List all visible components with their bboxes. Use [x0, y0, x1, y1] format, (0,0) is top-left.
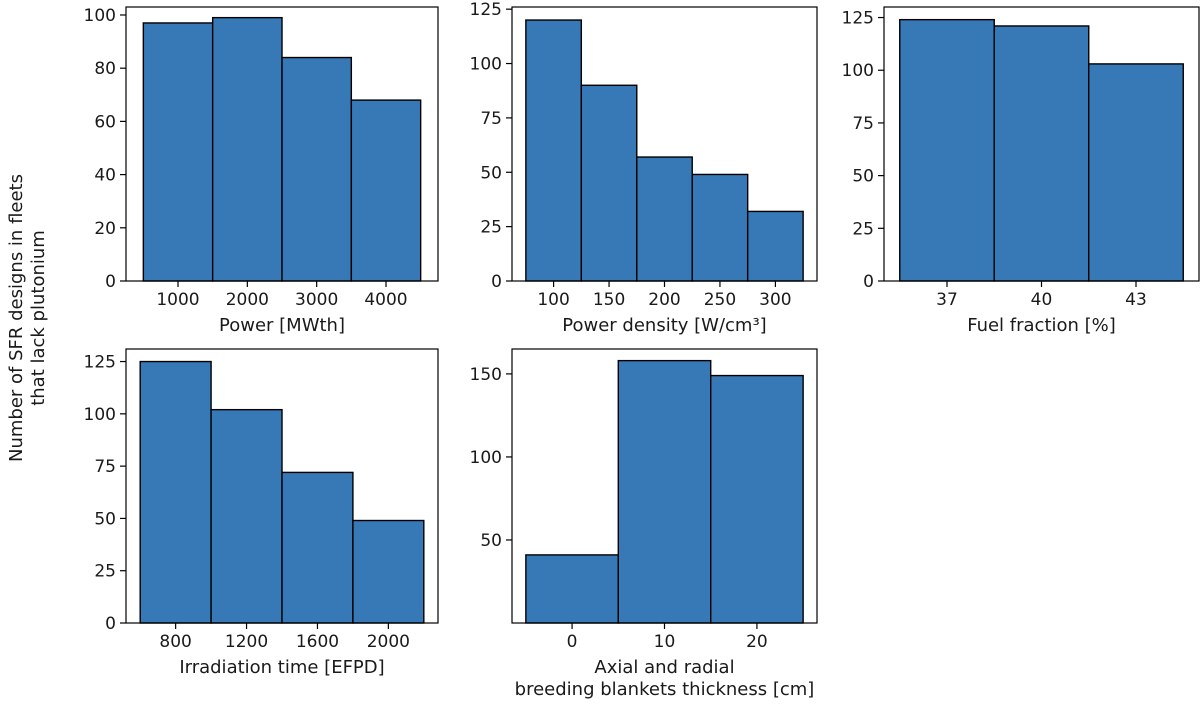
- bar-power-density-250: [691, 173, 749, 282]
- y-tick-label-power-density-3: 75: [480, 109, 502, 129]
- y-tick-label-irradiation-time-3: 75: [94, 457, 116, 477]
- x-tick-label-power-density-1: 150: [593, 290, 625, 310]
- x-tick-label-power-density-4: 300: [759, 290, 791, 310]
- y-tick-label-fuel-fraction-3: 75: [852, 114, 874, 134]
- y-tick-label-blanket-thickness-2: 150: [470, 365, 502, 385]
- x-tick-label-fuel-fraction-0: 37: [936, 290, 958, 310]
- y-tick-label-fuel-fraction-2: 50: [852, 167, 874, 187]
- panel-power-density: 100 150 200 250 300 0 25 50 75 100 125 Power densit…: [470, 0, 818, 336]
- y-tick-label-irradiation-time-1: 25: [94, 562, 116, 582]
- bar-power-density-150: [580, 84, 638, 282]
- x-tick-label-fuel-fraction-2: 43: [1125, 290, 1147, 310]
- bar-power-density-200: [636, 156, 693, 282]
- x-tick-label-power-1: 2000: [226, 290, 269, 310]
- bar-blanket-thickness-10: [617, 359, 712, 624]
- bar-fuel-fraction-43: [1088, 63, 1184, 282]
- y-tick-label-blanket-thickness-1: 100: [470, 448, 502, 468]
- x-tick-label-power-0: 1000: [156, 290, 199, 310]
- y-tick-label-power-0: 0: [105, 272, 116, 292]
- bar-irradiation-time-1200: [210, 408, 283, 624]
- bar-power-density-300: [746, 210, 804, 282]
- x-tick-label-blanket-thickness-1: 10: [654, 632, 676, 652]
- y-tick-label-irradiation-time-4: 100: [84, 405, 116, 425]
- x-tick-label-power-density-2: 200: [648, 290, 680, 310]
- x-tick-label-power-density-0: 100: [537, 290, 569, 310]
- x-tick-label-blanket-thickness-2: 20: [746, 632, 768, 652]
- x-axis-label-power: Power [MWth]: [219, 315, 345, 336]
- bar-irradiation-time-1600: [281, 471, 354, 624]
- y-tick-label-irradiation-time-5: 125: [84, 353, 116, 373]
- y-tick-label-power-4: 80: [94, 59, 116, 79]
- panel-fuel-fraction: 37 40 43 0 25 50 75 100 125 Fuel fraction [%]: [842, 6, 1200, 336]
- panel-power: 1000 2000 3000 4000 0 20 40 60 80 100 Power [MWth]: [84, 6, 439, 336]
- shared-ylabel-line-2: that lack plutonium: [28, 230, 49, 406]
- y-tick-label-fuel-fraction-0: 0: [863, 272, 874, 292]
- x-tick-label-irradiation-time-2: 1600: [296, 632, 339, 652]
- bar-irradiation-time-800: [139, 360, 212, 624]
- bar-power-1000: [142, 22, 214, 282]
- bar-blanket-thickness-20: [710, 374, 804, 624]
- axes-frame-irradiation-time: [125, 348, 439, 624]
- x-axis-label-power-density: Power density [W/cm³]: [562, 315, 766, 336]
- bar-power-4000: [350, 99, 422, 282]
- shared-ylabel-line-1: Number of SFR designs in fleets: [6, 174, 27, 462]
- x-axis-label-blanket-thickness-line-1: Axial and radial: [594, 657, 734, 678]
- bar-fuel-fraction-40: [993, 25, 1090, 282]
- bar-blanket-thickness-0: [525, 554, 619, 624]
- y-tick-label-power-2: 40: [94, 166, 116, 186]
- panel-irradiation-time: 800 1200 1600 2000 0 25 50 75 100 125 Irradiation …: [84, 348, 439, 678]
- y-tick-label-irradiation-time-0: 0: [105, 614, 116, 634]
- x-tick-label-irradiation-time-1: 1200: [225, 632, 268, 652]
- y-tick-label-fuel-fraction-4: 100: [842, 61, 874, 81]
- x-tick-label-irradiation-time-0: 800: [159, 632, 191, 652]
- y-tick-label-fuel-fraction-5: 125: [842, 9, 874, 29]
- axes-frame-power: [125, 6, 439, 282]
- shared-y-axis-label: Number of SFR designs in fleets that lac…: [6, 174, 49, 462]
- y-tick-label-power-density-1: 25: [480, 218, 502, 238]
- x-axis-label-irradiation-time: Irradiation time [EFPD]: [179, 657, 384, 678]
- y-tick-label-power-5: 100: [84, 6, 116, 26]
- x-tick-label-irradiation-time-3: 2000: [367, 632, 410, 652]
- bar-fuel-fraction-37: [899, 18, 995, 282]
- x-axis-label-fuel-fraction: Fuel fraction [%]: [967, 315, 1116, 336]
- x-tick-label-power-density-3: 250: [704, 290, 736, 310]
- y-tick-label-power-density-2: 50: [480, 163, 502, 183]
- x-tick-label-power-2: 3000: [295, 290, 338, 310]
- x-tick-label-power-3: 4000: [364, 290, 407, 310]
- x-tick-label-fuel-fraction-1: 40: [1031, 290, 1053, 310]
- y-tick-label-power-density-5: 125: [470, 0, 502, 20]
- y-tick-label-fuel-fraction-1: 25: [852, 219, 874, 239]
- y-tick-label-irradiation-time-2: 50: [94, 509, 116, 529]
- y-tick-label-power-density-0: 0: [491, 272, 502, 292]
- x-axis-label-blanket-thickness-line-2: breeding blankets thickness [cm]: [515, 679, 815, 700]
- bar-power-2000: [211, 16, 283, 282]
- bar-irradiation-time-2000: [352, 519, 425, 624]
- y-tick-label-power-1: 20: [94, 219, 116, 239]
- y-tick-label-power-density-4: 100: [470, 55, 502, 75]
- y-tick-label-blanket-thickness-0: 50: [480, 531, 502, 551]
- y-tick-label-power-3: 60: [94, 112, 116, 132]
- bar-power-3000: [281, 56, 353, 282]
- bar-power-density-100: [525, 19, 583, 282]
- x-tick-label-blanket-thickness-0: 0: [567, 632, 578, 652]
